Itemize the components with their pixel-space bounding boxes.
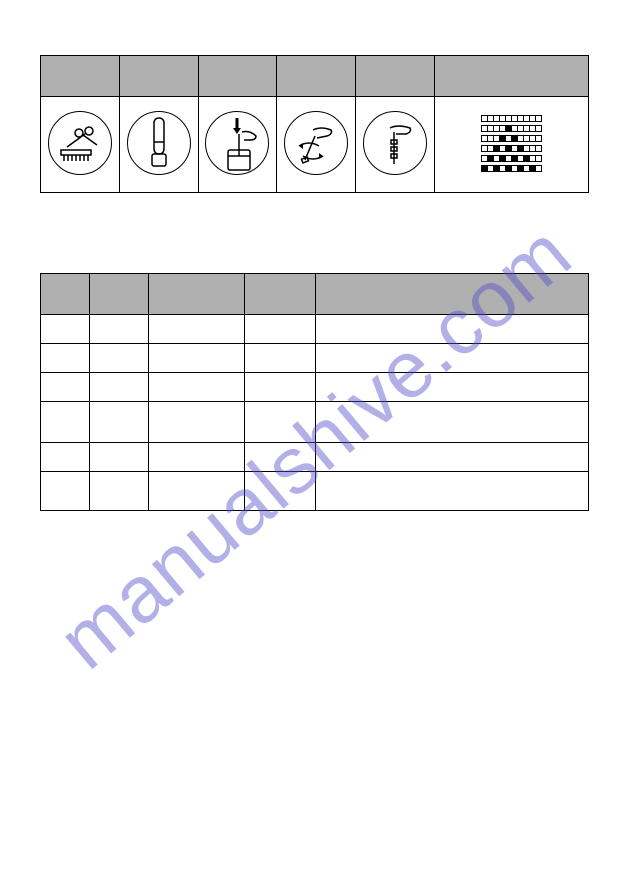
result-cell [434, 97, 588, 193]
table1-header-cell [277, 56, 356, 97]
table-row [41, 472, 589, 511]
step2-cell [119, 97, 198, 193]
table2-header-cell [316, 274, 589, 315]
step3-cell [198, 97, 277, 193]
bar-row [481, 115, 541, 123]
table1-header-cell [434, 56, 588, 97]
table2-header-cell [41, 274, 90, 315]
page [0, 0, 629, 893]
result-bar-chart [481, 113, 541, 175]
table1-header-row [41, 56, 589, 97]
step4-cell [277, 97, 356, 193]
hand-swipe-icon [284, 111, 348, 175]
table2-header-cell [149, 274, 245, 315]
step1-cell [41, 97, 120, 193]
table-row [41, 344, 589, 373]
table1-body-row [41, 97, 589, 193]
bar-row [481, 145, 541, 153]
steps-table [40, 55, 589, 193]
dip-arrow-icon [205, 111, 269, 175]
data-table [40, 273, 589, 511]
bar-row [481, 155, 541, 163]
table1-header-cell [119, 56, 198, 97]
table-row [41, 402, 589, 443]
bar-row [481, 165, 541, 173]
bar-row [481, 125, 541, 133]
table2-header-cell [245, 274, 316, 315]
table-row [41, 373, 589, 402]
tube-icon [127, 111, 191, 175]
table-row [41, 315, 589, 344]
hand-hold-strip-icon [363, 111, 427, 175]
table2-header-cell [90, 274, 149, 315]
table1-header-cell [356, 56, 435, 97]
table-row [41, 443, 589, 472]
step5-cell [356, 97, 435, 193]
table1-header-cell [198, 56, 277, 97]
table1-header-cell [41, 56, 120, 97]
table2-header-row [41, 274, 589, 315]
scissors-comb-icon [48, 111, 112, 175]
bar-row [481, 135, 541, 143]
